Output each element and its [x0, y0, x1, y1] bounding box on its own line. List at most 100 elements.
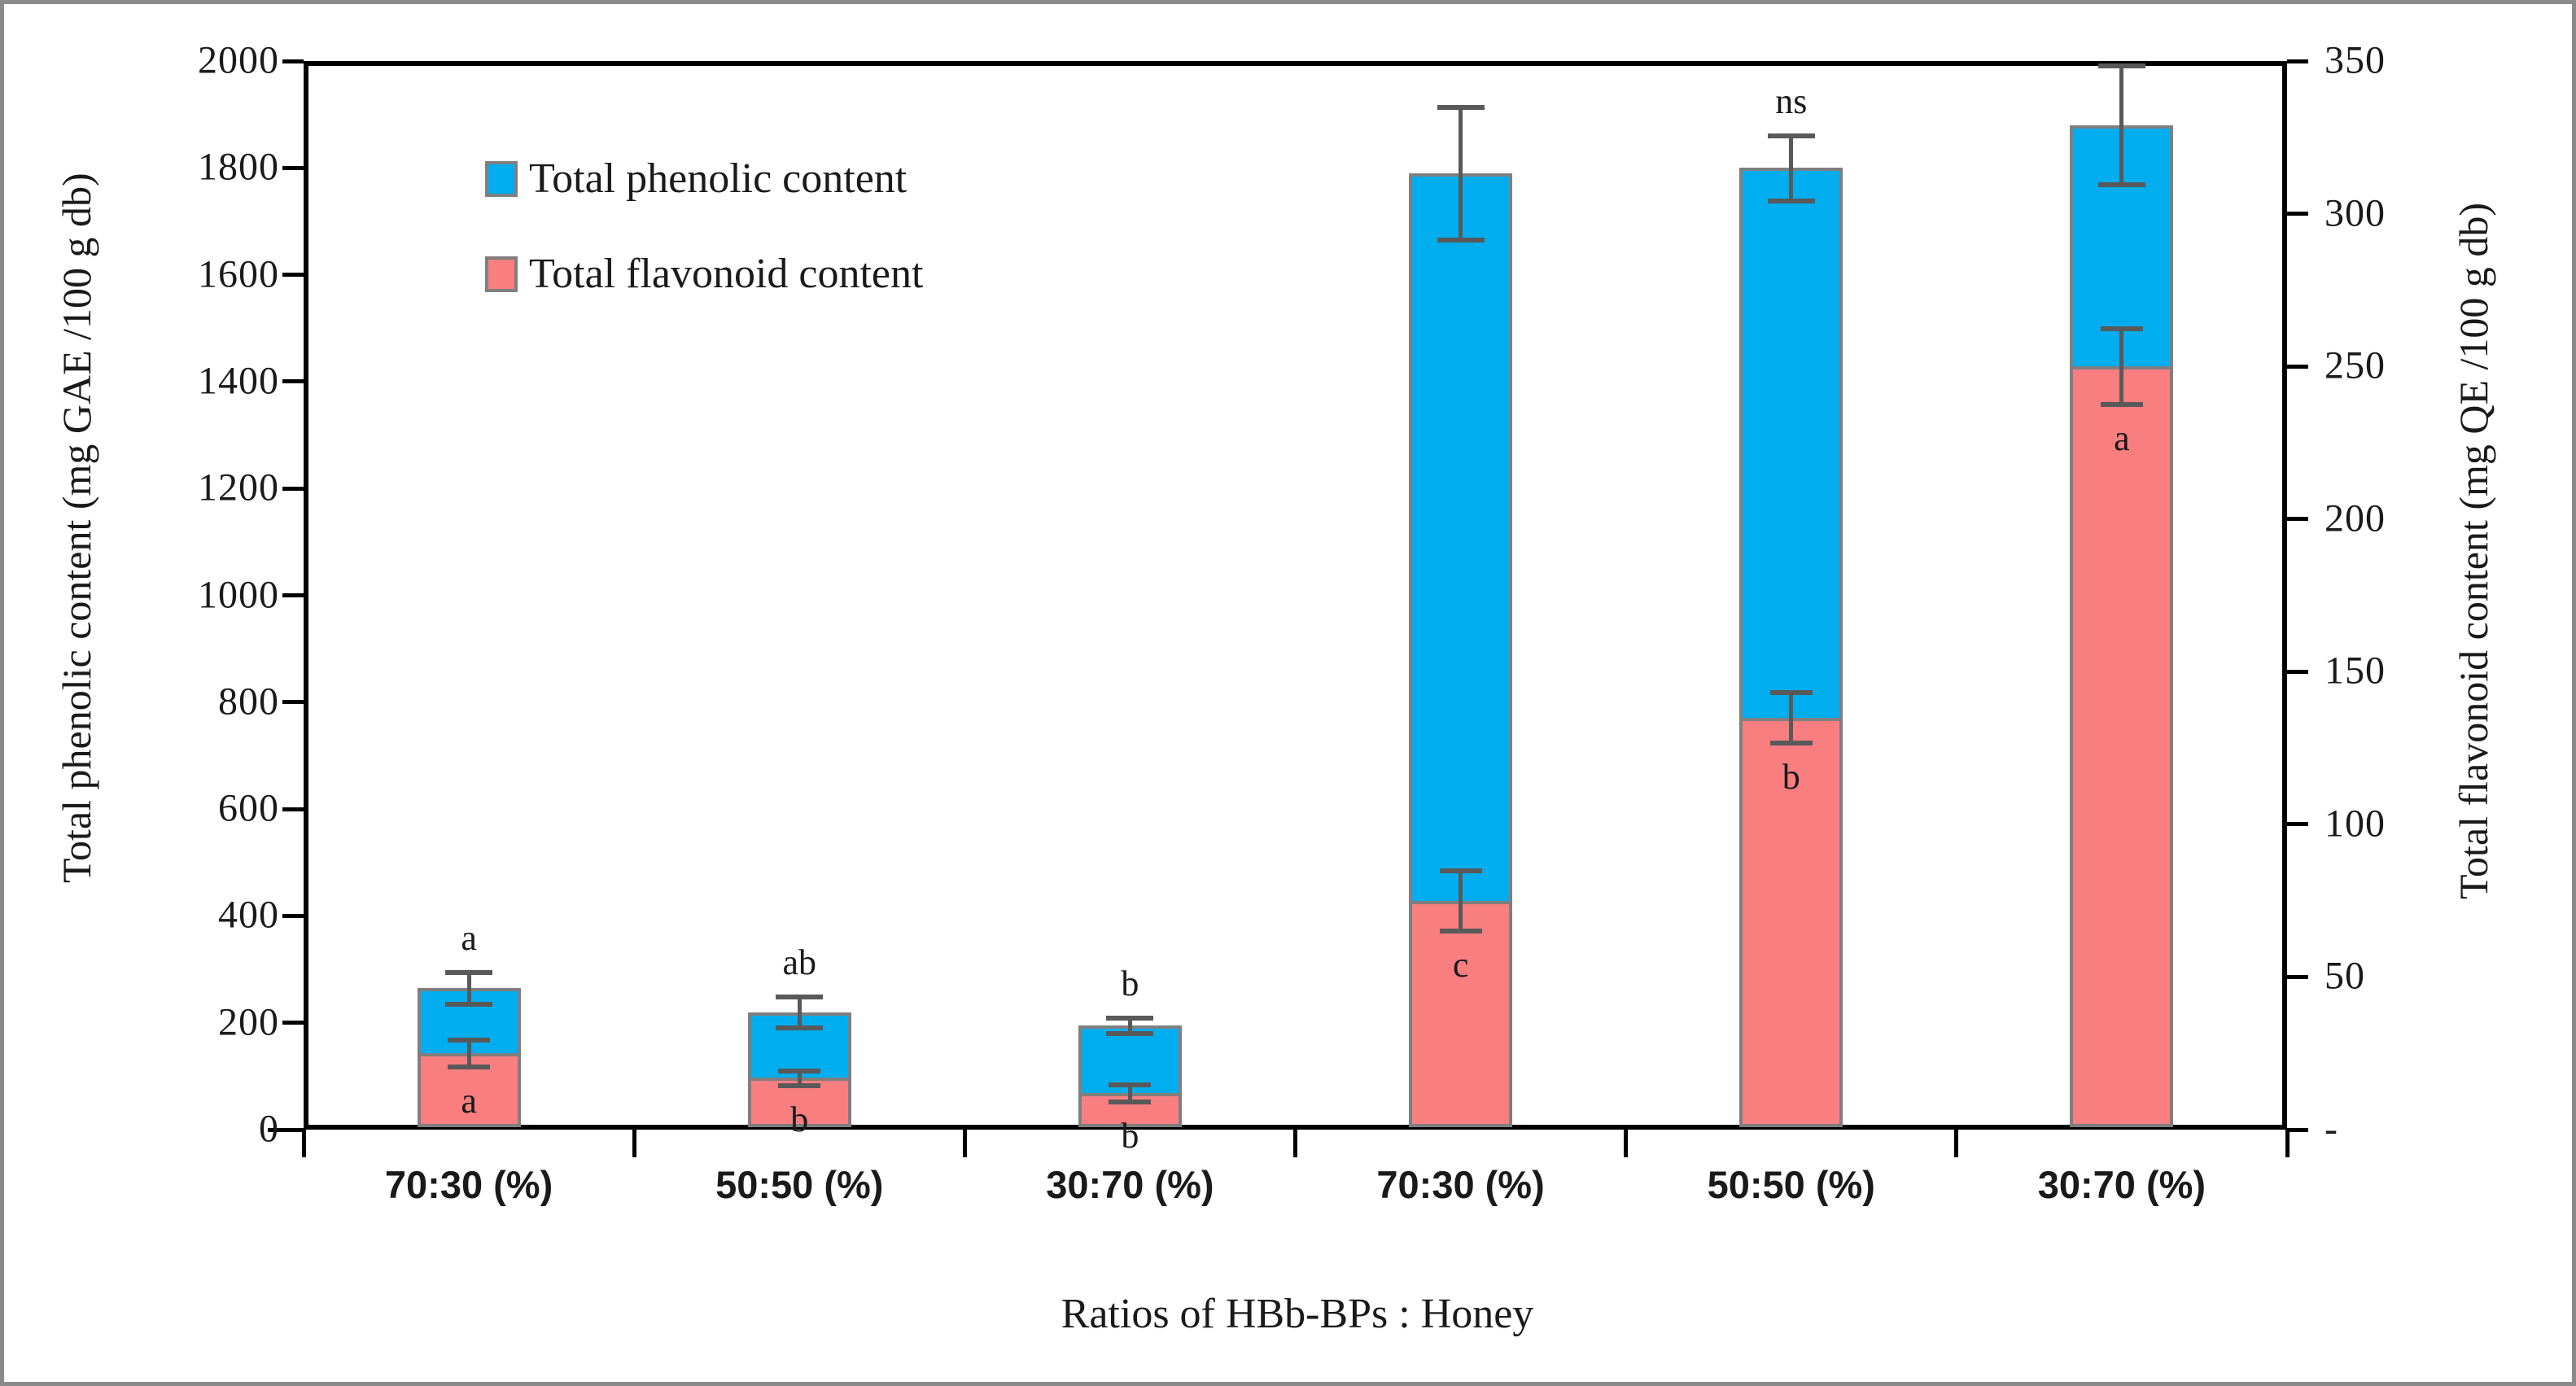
flavonoid-bar — [1739, 717, 1843, 1127]
phenolic-error-bar-cap-top — [2097, 63, 2145, 69]
right-axis-tickmark — [2287, 212, 2308, 216]
left-axis-tickmark — [282, 1021, 304, 1025]
flavonoid-error-bar-cap-top — [1109, 1082, 1152, 1087]
x-category-label: 30:70 (%) — [2037, 1163, 2206, 1206]
flavonoid-bar — [1409, 900, 1513, 1127]
legend-item-flavonoid: Total flavonoid content — [485, 250, 923, 298]
phenolic-error-bar-cap-bottom — [776, 1025, 824, 1031]
left-axis-tick-label: 1800 — [198, 145, 279, 189]
right-axis-tickmark — [2287, 822, 2308, 827]
phenolic-sig-letter: b — [1121, 964, 1139, 1004]
left-axis-tickmark — [282, 807, 304, 811]
phenolic-error-bar-cap-top — [445, 970, 493, 976]
right-axis-tickmark — [2287, 1127, 2308, 1132]
x-category-label: 50:50 (%) — [715, 1163, 884, 1206]
x-axis-title: Ratios of HBb-BPs : Honey — [1061, 1291, 1534, 1337]
right-axis-tickmark — [2287, 974, 2308, 979]
left-axis-tick-label: 600 — [218, 786, 279, 830]
left-axis-tick-label: 400 — [218, 893, 279, 937]
phenolic-error-bar-cap-top — [776, 994, 824, 999]
right-axis-tick-label: 50 — [2325, 954, 2365, 998]
phenolic-error-bar-cap-top — [1106, 1016, 1154, 1021]
legend-item-phenolic: Total phenolic content — [485, 155, 923, 203]
flavonoid-sig-letter: a — [2114, 418, 2130, 459]
flavonoid-error-bar-cap-bottom — [778, 1082, 821, 1088]
phenolic-sig-letter: ab — [782, 942, 817, 982]
flavonoid-error-bar-cap-bottom — [448, 1065, 491, 1070]
flavonoid-sig-letter: c — [1452, 945, 1469, 986]
phenolic-error-bar-cap-bottom — [1437, 237, 1485, 243]
left-axis-tickmark — [282, 486, 304, 491]
x-category-label: 70:30 (%) — [384, 1163, 553, 1206]
left-axis-tickmark — [282, 379, 304, 384]
flavonoid-sig-letter: a — [461, 1081, 477, 1121]
legend-label-flavonoid: Total flavonoid content — [529, 251, 924, 297]
right-axis-tick-label: 300 — [2325, 190, 2386, 234]
flavonoid-error-bar-cap-bottom — [2100, 402, 2143, 408]
flavonoid-error-bar-cap-top — [1769, 689, 1813, 695]
left-axis-tickmark — [282, 59, 304, 63]
phenolic-error-bar-cap-bottom — [1767, 199, 1815, 203]
right-axis-tick-label: - — [2325, 1107, 2338, 1151]
flavonoid-error-bar-cap-top — [778, 1068, 821, 1073]
flavonoid-error-bar — [1459, 870, 1463, 932]
chart-legend: Total phenolic content Total flavonoid c… — [485, 155, 923, 298]
flavonoid-error-bar-cap-top — [1439, 868, 1482, 874]
flavonoid-error-bar-cap-bottom — [1769, 741, 1813, 746]
x-category-label: 30:70 (%) — [1046, 1163, 1214, 1206]
right-axis-title: Total flavonoid content (mg QE /100 g db… — [2451, 202, 2496, 899]
left-axis-tick-label: 1600 — [198, 251, 279, 295]
flavonoid-error-bar-cap-top — [448, 1038, 491, 1043]
flavonoid-bar — [2070, 366, 2174, 1127]
x-axis-tickmark — [962, 1130, 967, 1157]
left-axis-tick-label: 1000 — [198, 572, 279, 616]
phenolic-error-bar — [1127, 1017, 1132, 1034]
right-axis-tickmark — [2287, 669, 2308, 674]
flavonoid-error-bar-cap-bottom — [1109, 1100, 1152, 1105]
flavonoid-error-bar — [466, 1039, 471, 1068]
left-axis-tick-label: 1200 — [198, 466, 279, 509]
left-axis-tick-label: 0 — [259, 1107, 279, 1151]
right-axis-tickmark — [2287, 364, 2308, 369]
legend-label-phenolic: Total phenolic content — [529, 155, 908, 202]
right-axis-tick-label: 150 — [2325, 649, 2386, 693]
plot-area-frame — [304, 61, 2287, 1130]
phenolic-error-bar — [466, 972, 471, 1004]
left-axis-tickmark — [282, 593, 304, 597]
phenolic-error-bar — [797, 995, 802, 1029]
left-axis-tick-label: 200 — [218, 1000, 279, 1044]
flavonoid-error-bar — [797, 1069, 802, 1086]
x-axis-tickmark — [632, 1130, 636, 1157]
left-axis-tick-label: 2000 — [198, 38, 279, 82]
right-axis-tick-label: 350 — [2325, 38, 2386, 82]
x-category-label: 70:30 (%) — [1376, 1163, 1545, 1206]
left-axis-tickmark — [282, 700, 304, 705]
phenolic-error-bar-cap-bottom — [2097, 182, 2145, 188]
right-axis-tick-label: 250 — [2325, 343, 2386, 387]
left-axis-tickmark — [282, 273, 304, 278]
phenolic-error-bar — [2119, 65, 2124, 186]
phenolic-sig-letter: ns — [1775, 81, 1808, 121]
flavonoid-error-bar — [2119, 328, 2124, 405]
flavonoid-sig-letter: b — [1782, 757, 1800, 798]
phenolic-error-bar — [1789, 134, 1794, 201]
flavonoid-sig-letter: b — [790, 1099, 809, 1139]
flavonoid-sig-letter: b — [1121, 1116, 1139, 1156]
x-axis-tickmark — [1293, 1130, 1297, 1157]
left-axis-tickmark — [268, 1127, 304, 1132]
right-axis-tick-label: 200 — [2325, 496, 2386, 540]
phenolic-error-bar — [1459, 106, 1463, 240]
right-axis-tickmark — [2287, 59, 2308, 63]
right-axis-tickmark — [2287, 517, 2308, 522]
phenolic-error-bar-cap-top — [1767, 133, 1815, 138]
legend-swatch-flavonoid — [485, 256, 518, 292]
x-axis-tickmark — [301, 1130, 306, 1157]
left-axis-title: Total phenolic content (mg GAE /100 g db… — [54, 173, 99, 883]
x-axis-tickmark — [1954, 1130, 1959, 1157]
phenolic-error-bar-cap-bottom — [445, 1001, 493, 1007]
left-axis-tick-label: 800 — [218, 680, 279, 724]
phenolic-error-bar-cap-top — [1437, 104, 1485, 110]
left-axis-tickmark — [282, 165, 304, 170]
